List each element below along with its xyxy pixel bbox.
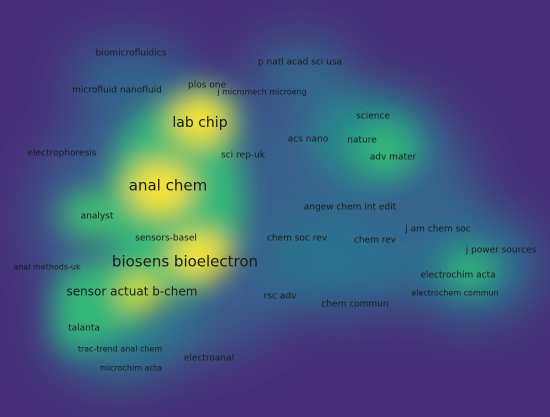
node-label: plos one xyxy=(188,81,226,91)
node-label: sensors-basel xyxy=(135,234,197,244)
node-label: microchim acta xyxy=(100,364,162,373)
node-label: nature xyxy=(347,136,377,146)
node-label: lab chip xyxy=(172,115,227,131)
labels: biomicrofluidics p natl acad sci usa plos … xyxy=(13,49,536,373)
density-core xyxy=(55,85,498,350)
node-label: j power sources xyxy=(465,246,537,256)
node-label: anal methods-uk xyxy=(13,263,81,272)
node-label: sci rep-uk xyxy=(221,151,266,161)
node-label: biosens bioelectron xyxy=(112,253,258,271)
node-label: adv mater xyxy=(370,153,417,163)
node-label: p natl acad sci usa xyxy=(258,58,342,68)
node-label: electrophoresis xyxy=(28,149,97,159)
node-label: sensor actuat b-chem xyxy=(67,285,198,299)
node-label: j am chem soc xyxy=(404,225,471,235)
node-label: science xyxy=(356,112,390,122)
node-label: rsc adv xyxy=(264,292,297,302)
node-label: microfluid nanofluid xyxy=(72,86,162,96)
node-label: electrochim acta xyxy=(420,271,495,281)
node-label: j micromech microeng xyxy=(216,88,306,97)
node-label: analyst xyxy=(81,212,114,222)
node-label: chem soc rev xyxy=(267,234,328,244)
node-label: acs nano xyxy=(288,135,329,145)
node-label: electroanal xyxy=(184,354,234,364)
node-label: trac-trend anal chem xyxy=(78,345,163,354)
node-label: chem commun xyxy=(321,300,388,310)
node-label: talanta xyxy=(68,324,100,334)
node-label: electrochem commun xyxy=(411,289,498,298)
node-label: anal chem xyxy=(129,177,207,195)
node-label: angew chem int edit xyxy=(304,203,397,213)
node-label: chem rev xyxy=(354,236,397,246)
node-label: biomicrofluidics xyxy=(96,49,167,59)
